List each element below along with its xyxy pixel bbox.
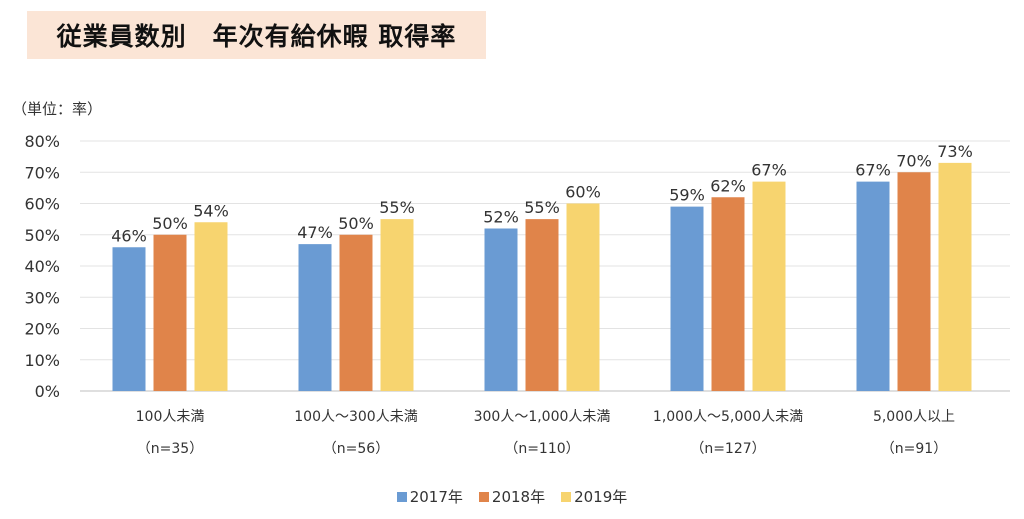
y-tick-label: 60% bbox=[24, 195, 60, 214]
legend-label: 2019年 bbox=[574, 488, 628, 506]
bar-2018-4 bbox=[897, 172, 931, 391]
bar-2019-3 bbox=[752, 181, 786, 391]
bar-2019-0 bbox=[194, 222, 228, 391]
data-label: 50% bbox=[152, 214, 188, 233]
category-n-label: （n=110） bbox=[504, 441, 579, 457]
data-label: 55% bbox=[379, 198, 415, 217]
legend-item: 2018年 bbox=[478, 486, 546, 507]
bar-2017-0 bbox=[112, 247, 146, 391]
y-tick-label: 50% bbox=[24, 226, 60, 245]
bar-2018-0 bbox=[153, 234, 187, 391]
bar-2017-2 bbox=[484, 228, 518, 391]
category-n-label: （n=35） bbox=[137, 441, 203, 457]
bar-2018-3 bbox=[711, 197, 745, 391]
bar-2017-3 bbox=[670, 206, 704, 391]
y-tick-label: 80% bbox=[24, 132, 60, 151]
bar-2019-1 bbox=[380, 219, 414, 391]
bar-2019-4 bbox=[938, 162, 972, 391]
category-label: 5,000人以上 bbox=[873, 409, 955, 425]
data-label: 47% bbox=[297, 223, 333, 242]
category-label: 300人～1,000人未満 bbox=[474, 409, 611, 425]
title-banner: 従業員数別 年次有給休暇 取得率 bbox=[27, 11, 486, 59]
data-label: 67% bbox=[751, 161, 787, 180]
y-tick-label: 20% bbox=[24, 320, 60, 339]
bar-2018-2 bbox=[525, 219, 559, 391]
bar-2017-4 bbox=[856, 181, 890, 391]
data-label: 52% bbox=[483, 208, 519, 227]
legend-swatch bbox=[561, 491, 572, 502]
chart-title: 従業員数別 年次有給休暇 取得率 bbox=[56, 22, 457, 51]
legend: 2017年 2018年 2019年 bbox=[0, 486, 1024, 507]
data-label: 70% bbox=[896, 151, 932, 170]
category-n-label: （n=127） bbox=[690, 441, 765, 457]
data-label: 59% bbox=[669, 186, 705, 205]
data-label: 55% bbox=[524, 198, 560, 217]
data-label: 50% bbox=[338, 214, 374, 233]
data-label: 60% bbox=[565, 183, 601, 202]
legend-swatch bbox=[478, 491, 489, 502]
y-tick-label: 30% bbox=[24, 288, 60, 307]
legend-item: 2017年 bbox=[396, 486, 463, 507]
data-label: 73% bbox=[937, 142, 973, 161]
category-label: 1,000人～5,000人未満 bbox=[653, 409, 803, 425]
category-label: 100人未満 bbox=[136, 409, 205, 425]
legend-label: 2018年 bbox=[491, 488, 546, 506]
bar-2018-1 bbox=[339, 234, 373, 391]
data-label: 54% bbox=[193, 201, 229, 220]
bar-2019-2 bbox=[566, 203, 600, 391]
legend-label: 2017年 bbox=[409, 488, 463, 506]
category-n-label: （n=56） bbox=[323, 441, 389, 457]
unit-label: （単位：率） bbox=[12, 100, 103, 118]
category-label: 100人～300人未満 bbox=[294, 409, 417, 425]
bar-2017-1 bbox=[298, 244, 332, 391]
data-label: 46% bbox=[111, 226, 147, 245]
y-tick-label: 0% bbox=[35, 382, 60, 401]
data-label: 67% bbox=[855, 161, 891, 180]
legend-item: 2019年 bbox=[561, 486, 627, 507]
y-tick-label: 70% bbox=[24, 163, 60, 182]
y-tick-label: 40% bbox=[24, 257, 60, 276]
legend-swatch bbox=[396, 491, 407, 502]
y-tick-label: 10% bbox=[24, 351, 60, 370]
data-label: 62% bbox=[710, 176, 746, 195]
category-n-label: （n=91） bbox=[881, 441, 947, 457]
